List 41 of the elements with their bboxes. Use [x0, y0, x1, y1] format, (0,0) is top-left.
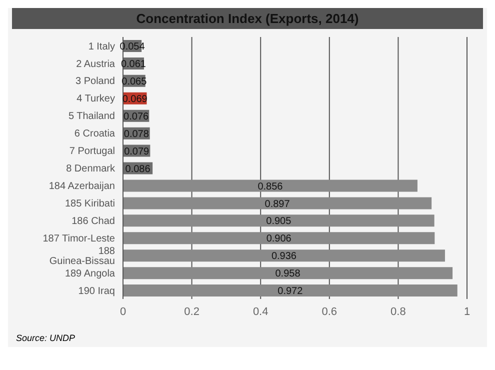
- data-label: 0.958: [275, 268, 301, 280]
- y-tick-label: 188 Guinea-Bissau: [49, 246, 116, 267]
- data-label: 0.905: [266, 216, 292, 228]
- bar: [123, 250, 445, 262]
- y-tick-label: 7 Portugal: [69, 146, 115, 158]
- y-tick-label: 187 Timor-Leste: [42, 233, 116, 244]
- x-tick-label: 0.8: [390, 306, 406, 318]
- y-tick-label: 184 Azerbaijan: [48, 181, 115, 192]
- x-tick-label: 1: [464, 306, 470, 318]
- data-label: 0.972: [278, 286, 304, 298]
- y-tick-label: 1 Italy: [88, 41, 115, 52]
- x-tick-label: 0.2: [184, 306, 200, 318]
- y-tick-label: 186 Chad: [72, 216, 115, 227]
- y-tick-label: 185 Kiribati: [64, 198, 115, 210]
- x-tick-label: 0.6: [322, 306, 338, 318]
- source-note: Source: UNDP: [15, 332, 76, 345]
- y-tick-label: 190 Iraq: [78, 286, 115, 297]
- y-tick-label: 189 Angola: [64, 268, 116, 280]
- y-tick-label: 8 Denmark: [66, 164, 116, 175]
- data-label: 0.079: [124, 146, 150, 158]
- data-label: 0.076: [124, 111, 150, 122]
- data-label: 0.897: [264, 198, 290, 210]
- x-tick-label: 0: [120, 306, 126, 318]
- y-tick-label: 4 Turkey: [76, 94, 115, 105]
- data-label: 0.856: [258, 181, 284, 192]
- y-tick-label: 3 Poland: [76, 76, 115, 88]
- chart-title: Concentration Index (Exports, 2014): [12, 8, 483, 29]
- y-tick-label: 5 Thailand: [68, 111, 115, 122]
- data-label: 0.078: [124, 128, 150, 140]
- y-tick-label: 2 Austria: [76, 58, 116, 70]
- y-tick-label: 6 Croatia: [74, 128, 116, 140]
- bar: [123, 214, 434, 227]
- bar: [123, 284, 458, 297]
- bar: [123, 267, 453, 280]
- bar: [123, 197, 432, 210]
- data-label: 0.936: [271, 251, 297, 262]
- x-tick-label: 0.4: [252, 306, 268, 318]
- data-label: 0.906: [266, 234, 292, 245]
- bar: [123, 180, 418, 192]
- data-label: 0.086: [125, 164, 151, 175]
- bar: [123, 232, 435, 244]
